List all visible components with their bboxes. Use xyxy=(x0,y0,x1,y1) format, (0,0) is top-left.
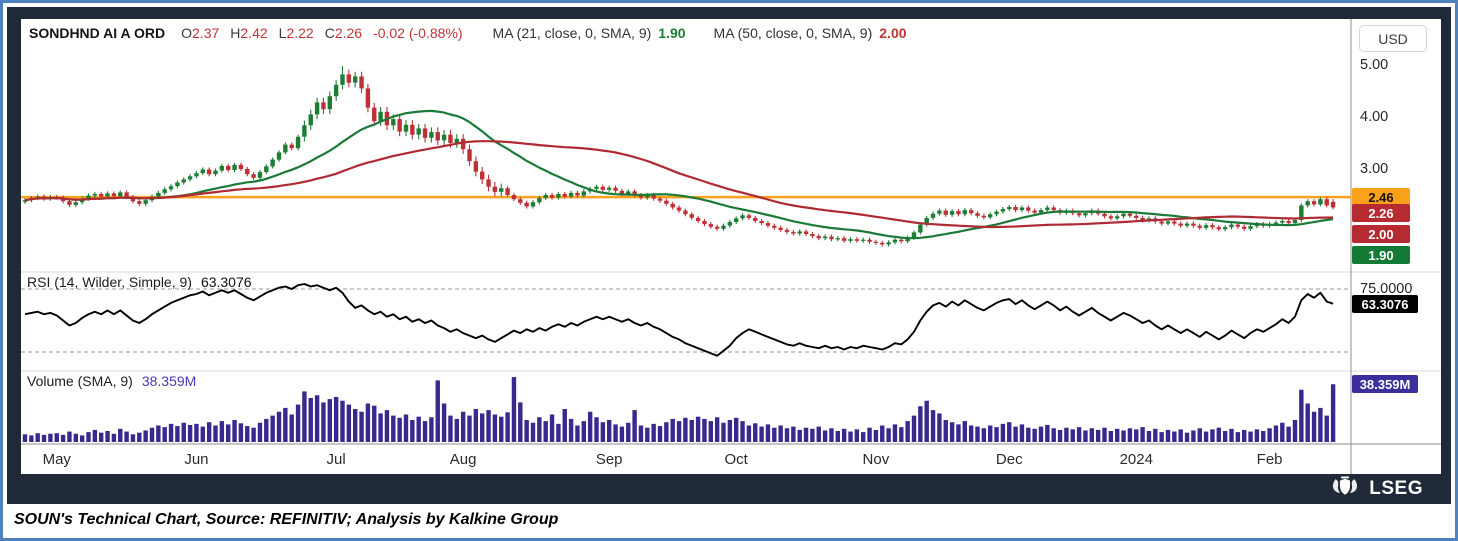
ma21-line xyxy=(24,109,1334,240)
volume-panel-header: Volume (SMA, 9) 38.359M xyxy=(27,373,196,389)
price-tick-5.00: 5.00 xyxy=(1360,57,1389,73)
rsi-panel-header: RSI (14, Wilder, Simple, 9) 63.3076 xyxy=(27,274,252,290)
ma50-label: MA (50, close, 0, SMA, 9) xyxy=(713,25,873,41)
change-value: -0.02 (-0.88%) xyxy=(373,25,463,41)
month-label-Nov: Nov xyxy=(862,451,890,468)
rsi-panel-value: 63.3076 xyxy=(200,274,252,290)
candles-layer xyxy=(22,66,1336,247)
ma50-value: 2.00 xyxy=(879,25,907,41)
ohlc-field-h: H2.42 xyxy=(230,25,268,41)
month-label-Sep: Sep xyxy=(595,451,623,468)
ohlc-field-l: L2.22 xyxy=(278,25,314,41)
lseg-bar: LSEG xyxy=(21,474,1441,504)
month-label-Oct: Oct xyxy=(724,451,748,468)
volume-panel-value: 38.359M xyxy=(141,373,197,389)
price-tag-2.46: 2.46 xyxy=(1352,188,1410,206)
month-label-Aug: Aug xyxy=(449,451,477,468)
lseg-logo-icon xyxy=(1329,476,1361,503)
chart-frame: SONDHND AI A ORD O2.37 H2.42 L2.22 C2.26 -0… xyxy=(7,7,1451,504)
price-tag-2.26: 2.26 xyxy=(1352,204,1410,222)
price-axis-column: USD 5.00 4.00 3.00 75.0000 2.46 2.26 2.00 1.90 6… xyxy=(1351,19,1441,474)
volume-value-tag: 38.359M xyxy=(1352,375,1418,393)
ohlc-field-c: C2.26 xyxy=(324,25,363,41)
volume-panel-label: Volume (SMA, 9) xyxy=(27,373,133,389)
price-tick-4.00: 4.00 xyxy=(1360,109,1389,125)
lseg-wordmark: LSEG xyxy=(1369,478,1423,499)
currency-chip: USD xyxy=(1359,25,1427,52)
rsi-line xyxy=(24,283,1334,357)
caption-bar: SOUN's Technical Chart, Source: REFINITI… xyxy=(7,504,1451,535)
price-header: SONDHND AI A ORD O2.37 H2.42 L2.22 C2.26 -0… xyxy=(29,25,935,41)
rsi-panel-label: RSI (14, Wilder, Simple, 9) xyxy=(27,274,192,290)
month-label-Jul: Jul xyxy=(326,451,346,468)
month-label-2024: 2024 xyxy=(1119,451,1153,468)
price-tag-1.90: 1.90 xyxy=(1352,246,1410,264)
month-label-Feb: Feb xyxy=(1256,451,1283,468)
caption-text: SOUN's Technical Chart, Source: REFINITI… xyxy=(14,510,559,528)
rsi-guide-label: 75.0000 xyxy=(1360,281,1413,297)
month-label-Jun: Jun xyxy=(184,451,209,468)
price-tick-3.00: 3.00 xyxy=(1360,161,1389,177)
month-label-May: May xyxy=(42,451,71,468)
chart-area: SONDHND AI A ORD O2.37 H2.42 L2.22 C2.26 -0… xyxy=(21,19,1441,474)
ma50-line xyxy=(24,140,1334,229)
ohlc-fields: O2.37 H2.42 L2.22 C2.26 xyxy=(181,25,373,41)
volume-bars xyxy=(22,377,1336,442)
rsi-value-tag: 63.3076 xyxy=(1352,295,1418,313)
ma21-value: 1.90 xyxy=(658,25,686,41)
month-label-Dec: Dec xyxy=(995,451,1023,468)
chart-canvas xyxy=(21,19,1441,474)
price-tag-2.00: 2.00 xyxy=(1352,225,1410,243)
symbol-label: SONDHND AI A ORD xyxy=(29,25,166,41)
ohlc-field-o: O2.37 xyxy=(181,25,220,41)
ma21-label: MA (21, close, 0, SMA, 9) xyxy=(492,25,652,41)
